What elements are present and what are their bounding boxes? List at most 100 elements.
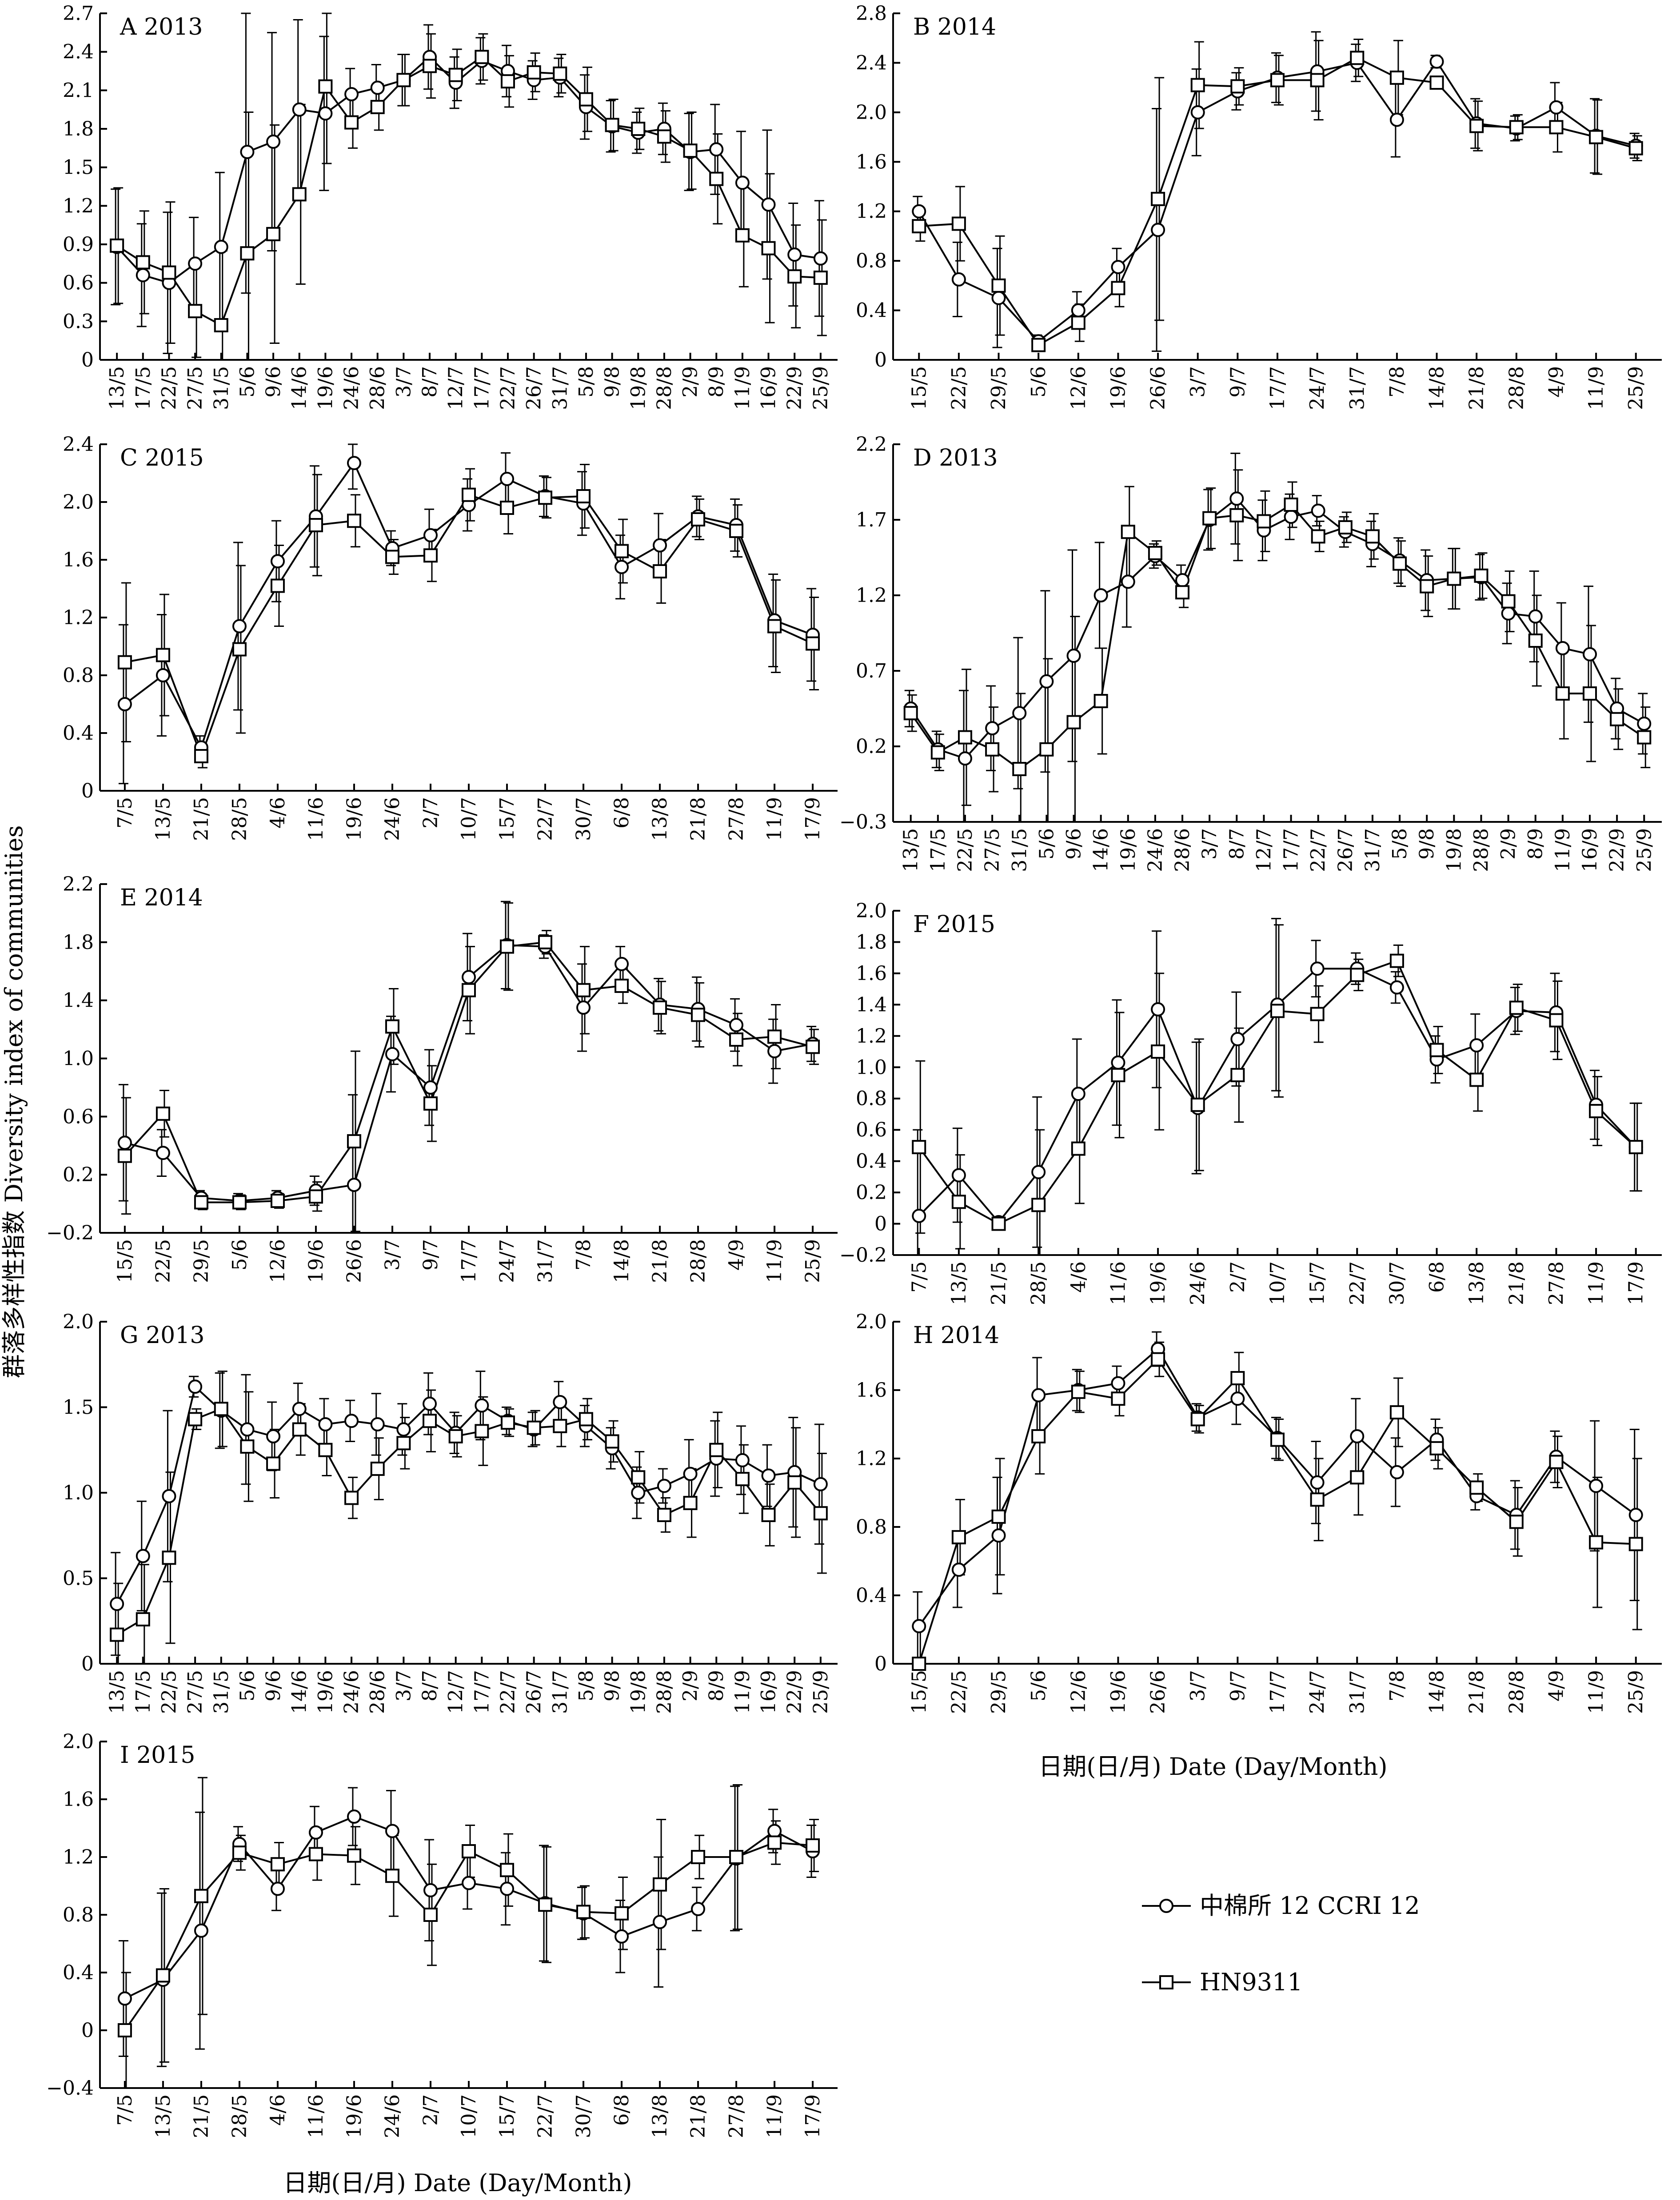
y-tick-label: 0.6: [63, 1105, 94, 1128]
x-tick-label: 2/9: [679, 1670, 702, 1702]
data-point-hn9311: [1628, 1140, 1643, 1154]
data-point-ccri12: [1310, 961, 1325, 976]
data-point-ccri12: [1230, 1391, 1245, 1406]
x-tick-label: 9/7: [419, 1239, 442, 1271]
data-point-hn9311: [240, 1439, 255, 1454]
data-point-ccri12: [266, 1429, 281, 1443]
data-point-ccri12: [653, 538, 667, 553]
data-point-hn9311: [1012, 762, 1027, 776]
panels-layer: 00.30.60.91.21.51.82.12.42.713/5 17/5 22/5…: [46, 2, 1662, 2138]
data-point-hn9311: [448, 68, 463, 82]
y-tick-label: 0: [81, 2019, 94, 2042]
data-point-hn9311: [1031, 1429, 1046, 1443]
x-tick-label: 17/7: [1266, 1670, 1289, 1714]
data-point-hn9311: [787, 269, 802, 284]
data-point-hn9311: [232, 1195, 247, 1210]
series-line-hn9311: [116, 56, 821, 327]
series-line-ccri12: [124, 1815, 814, 2000]
data-point-hn9311: [1031, 338, 1046, 352]
data-point-hn9311: [813, 1506, 828, 1521]
x-tick-label: 5/6: [236, 1670, 259, 1702]
x-tick-label: 28/8: [1505, 1670, 1528, 1714]
data-point-hn9311: [653, 1877, 667, 1892]
data-point-hn9311: [214, 318, 228, 332]
data-point-ccri12: [813, 1477, 828, 1491]
data-point-hn9311: [631, 122, 646, 136]
data-point-hn9311: [709, 1443, 724, 1457]
y-tick-label: 0.8: [856, 1516, 887, 1538]
data-point-hn9311: [683, 143, 698, 158]
x-tick-label: 8/7: [1225, 828, 1248, 860]
y-tick-label: 0.8: [63, 1904, 94, 1926]
data-point-ccri12: [958, 751, 972, 766]
data-point-hn9311: [1429, 1441, 1444, 1455]
chart-panel-1: 0 0.3 0.6 0.9 1.2 1.5 1.8 2.1 2.4 2.7 13/5 17/5 22/5…: [63, 2, 838, 410]
x-tick-label: 19/6: [1147, 1261, 1169, 1305]
data-point-ccri12: [240, 145, 255, 159]
x-tick-label: 24/7: [1306, 366, 1329, 410]
data-point-hn9311: [500, 939, 515, 954]
x-tick-label: 22/5: [158, 366, 180, 410]
y-tick-label: 1.2: [63, 195, 94, 217]
data-point-hn9311: [527, 65, 541, 80]
x-tick-label: 13/8: [649, 2094, 671, 2138]
x-tick-label: 24/6: [340, 1670, 363, 1714]
x-tick-label: 11/9: [1585, 1261, 1608, 1305]
data-point-hn9311: [136, 1612, 150, 1626]
x-tick-label: 11/9: [1585, 1670, 1608, 1714]
data-point-hn9311: [1350, 1470, 1365, 1485]
data-point-hn9311: [1311, 529, 1325, 544]
data-point-hn9311: [318, 79, 333, 94]
data-point-ccri12: [347, 456, 361, 470]
data-point-ccri12: [1151, 1002, 1165, 1016]
x-tick-label: 17/7: [1266, 366, 1289, 410]
data-point-ccri12: [1190, 105, 1205, 120]
data-point-hn9311: [605, 1434, 619, 1449]
x-tick-label: 9/7: [1226, 366, 1249, 398]
x-tick-label: 26/7: [1334, 828, 1357, 872]
data-point-hn9311: [912, 219, 926, 234]
x-tick-label: 3/7: [392, 366, 415, 398]
x-tick-label: 15/7: [496, 2094, 519, 2138]
data-point-ccri12: [1389, 980, 1404, 995]
data-point-hn9311: [1230, 1371, 1245, 1386]
data-point-hn9311: [500, 1863, 515, 1877]
y-tick-label: 2.0: [63, 491, 94, 514]
data-point-hn9311: [270, 1857, 285, 1872]
data-point-hn9311: [1589, 130, 1604, 144]
y-tick-label: 0: [874, 349, 887, 371]
data-point-ccri12: [709, 142, 724, 157]
x-tick-label: 6/8: [1426, 1261, 1449, 1293]
y-tick-label: 1.0: [856, 1056, 887, 1079]
x-tick-label: 30/7: [572, 2094, 595, 2138]
data-point-ccri12: [188, 1379, 203, 1394]
x-tick-label: 7/5: [908, 1261, 930, 1293]
data-point-hn9311: [1310, 1007, 1325, 1021]
x-tick-label: 14/6: [1090, 828, 1113, 872]
data-point-hn9311: [1549, 1013, 1564, 1028]
x-tick-label: 17/7: [471, 366, 493, 410]
x-tick-label: 21/5: [988, 1261, 1010, 1305]
data-point-ccri12: [188, 256, 203, 271]
y-tick-label: 0: [874, 1653, 887, 1675]
x-tick-label: 21/8: [687, 2094, 710, 2138]
data-point-ccri12: [240, 1422, 255, 1437]
x-tick-label: 27/5: [184, 366, 207, 410]
data-point-hn9311: [1549, 120, 1564, 135]
data-point-hn9311: [1447, 571, 1461, 586]
y-tick-label: 1.0: [63, 1482, 94, 1504]
x-tick-label: 15/5: [114, 1239, 136, 1283]
y-tick-label: 1.6: [856, 1379, 887, 1402]
data-point-hn9311: [462, 487, 476, 502]
data-point-ccri12: [615, 1929, 629, 1944]
data-point-ccri12: [162, 1489, 176, 1503]
x-tick-label: 11/6: [1107, 1261, 1129, 1305]
x-tick-label: 22/5: [954, 828, 977, 872]
y-tick-label: 0: [81, 780, 94, 802]
data-point-ccri12: [370, 80, 385, 95]
data-point-ccri12: [1528, 609, 1543, 624]
data-point-ccri12: [1111, 1376, 1125, 1391]
y-tick-label: 1.2: [856, 584, 887, 607]
y-tick-label: 1.5: [63, 156, 94, 179]
data-point-hn9311: [448, 1429, 463, 1443]
